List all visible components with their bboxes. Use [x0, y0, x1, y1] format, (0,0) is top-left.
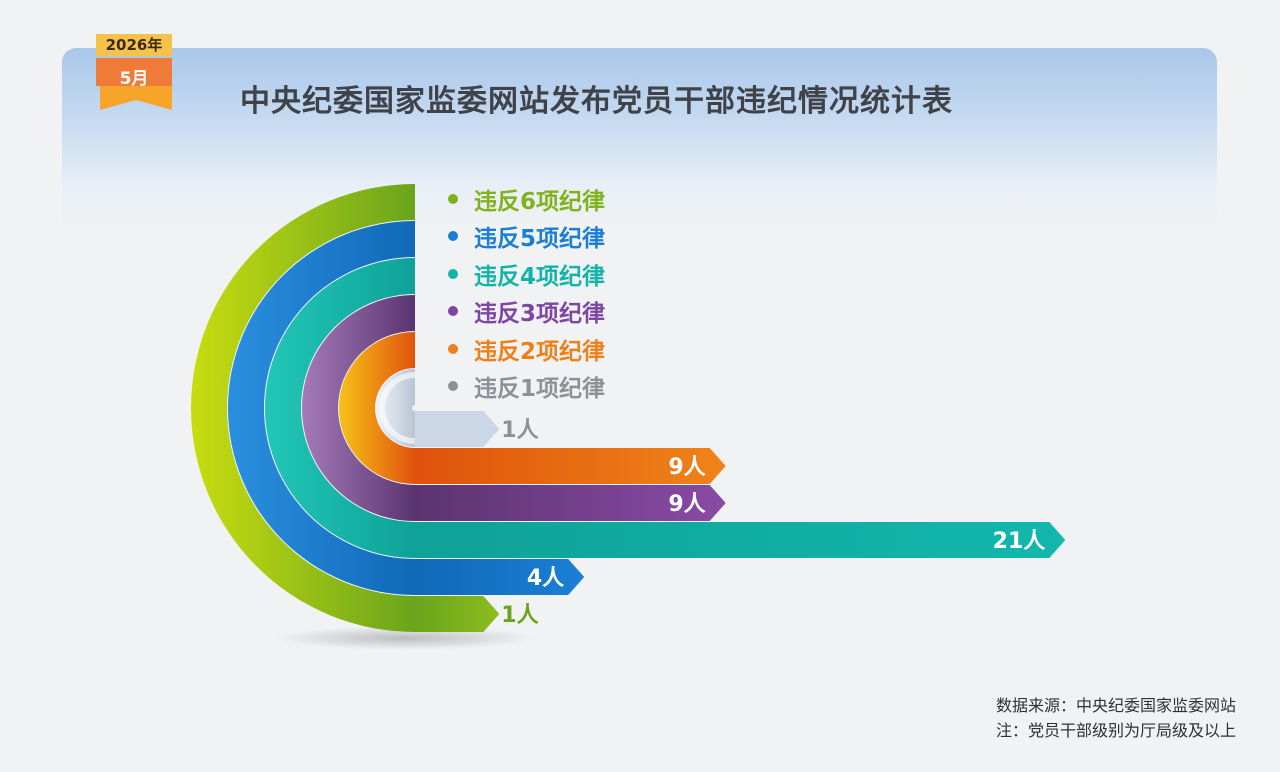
legend: 违反6项纪律 违反5项纪律 违反4项纪律 违反3项纪律 违反2项纪律 违反1项纪律: [448, 180, 605, 405]
data-label-violate-3: 9人: [668, 492, 705, 517]
legend-label-violate-5: 违反5项纪律: [474, 226, 606, 253]
legend-item-violate-6: 违反6项纪律: [448, 180, 605, 218]
month-badge: 5月: [119, 69, 149, 89]
arc-violate-2: [339, 332, 415, 484]
header-card: [62, 48, 1217, 234]
legend-item-violate-3: 违反3项纪律: [448, 293, 605, 331]
arc-highlight: [379, 372, 415, 444]
bar-violate-6: [415, 596, 500, 632]
bar-violate-5: [415, 559, 585, 595]
data-label-violate-5: 4人: [527, 566, 564, 591]
bar-violate-3: [415, 485, 726, 521]
legend-dot-violate-6: [448, 193, 458, 204]
arc-violate-6: [191, 184, 415, 632]
legend-label-violate-3: 违反3项纪律: [474, 301, 606, 328]
bar-violate-1: [415, 411, 500, 447]
legend-dot-violate-3: [448, 306, 458, 317]
ribbon-shape: [96, 34, 172, 110]
data-label-violate-4: 21人: [993, 529, 1046, 554]
legend-item-violate-5: 违反5项纪律: [448, 218, 605, 256]
bar-violate-2: [415, 448, 726, 484]
arc-violate-3: [302, 295, 415, 521]
note-text: 注：党员干部级别为厅局级及以上: [995, 721, 1236, 740]
legend-label-violate-2: 违反2项纪律: [474, 338, 606, 365]
source-text: 数据来源：中央纪委国家监委网站: [995, 696, 1236, 715]
data-label-violate-6: 1人: [501, 603, 538, 628]
date-ribbon: 2026年 5月: [90, 30, 178, 114]
data-label-violate-1: 1人: [501, 418, 538, 443]
legend-item-violate-1: 违反1项纪律: [448, 368, 605, 406]
legend-label-violate-6: 违反6项纪律: [474, 188, 606, 215]
data-label-violate-2: 9人: [668, 455, 705, 480]
year-badge: 2026年: [105, 36, 163, 54]
legend-label-violate-1: 违反1项纪律: [474, 376, 606, 403]
arc-violate-5: [228, 221, 415, 595]
legend-item-violate-4: 违反4项纪律: [448, 255, 605, 293]
footer: 数据来源：中央纪委国家监委网站 注：党员干部级别为厅局级及以上: [996, 693, 1236, 743]
legend-label-violate-4: 违反4项纪律: [474, 263, 606, 290]
legend-dot-violate-4: [448, 268, 458, 279]
arc-violate-4: [265, 258, 415, 558]
page-title: 中央纪委国家监委网站发布党员干部违纪情况统计表: [240, 84, 953, 119]
legend-item-violate-2: 违反2项纪律: [448, 330, 605, 368]
bar-violate-4: [415, 522, 1066, 558]
legend-dot-violate-2: [448, 343, 458, 354]
legend-dot-violate-5: [448, 231, 458, 242]
legend-dot-violate-1: [448, 381, 458, 392]
